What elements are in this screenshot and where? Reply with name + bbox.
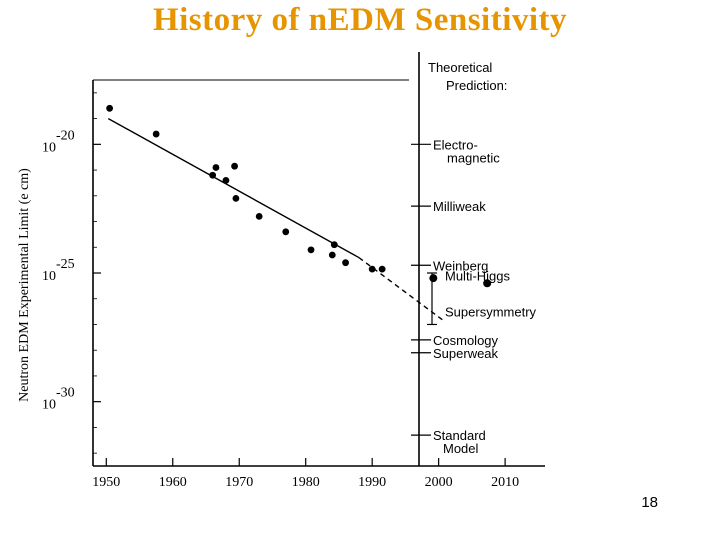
chart-axes: 10-20 10-25 10-30 Neutron EDM Experimental … bbox=[17, 52, 545, 490]
data-points bbox=[106, 104, 492, 288]
data-point bbox=[255, 212, 263, 220]
theory-header-line-2: Prediction: bbox=[446, 78, 507, 93]
x-tick-label: 1980 bbox=[292, 475, 320, 490]
trend-line bbox=[107, 117, 360, 259]
x-tick-label: 1990 bbox=[358, 475, 386, 490]
data-point bbox=[231, 162, 238, 170]
data-point bbox=[328, 251, 336, 259]
data-point bbox=[330, 241, 338, 249]
data-point bbox=[209, 171, 217, 179]
prediction-label: Cosmology bbox=[433, 333, 499, 348]
data-point bbox=[282, 228, 290, 236]
slide-title: History of nEDM Sensitivity bbox=[152, 2, 568, 38]
prediction-label: Multi-Higgs bbox=[445, 269, 511, 284]
prediction-label: Weinberg bbox=[433, 258, 488, 273]
data-point bbox=[222, 176, 230, 184]
prediction-label: Model bbox=[443, 441, 479, 456]
projected-data-point bbox=[429, 274, 438, 283]
data-point bbox=[106, 104, 114, 112]
page-number: 18 bbox=[641, 494, 658, 511]
x-tick-label: 2010 bbox=[491, 475, 519, 490]
prediction-label: Standard bbox=[433, 428, 486, 443]
x-tick-label: 1960 bbox=[159, 475, 187, 490]
y-tick-label: 10-25 bbox=[42, 257, 75, 284]
data-point bbox=[307, 246, 315, 254]
prediction-label: Superweak bbox=[433, 346, 499, 361]
prediction-label: Electro- bbox=[433, 137, 478, 152]
data-point bbox=[152, 130, 160, 138]
y-tick-label: 10-20 bbox=[42, 128, 75, 155]
x-tick-label: 1950 bbox=[92, 475, 120, 490]
data-point bbox=[378, 265, 386, 273]
data-point bbox=[368, 265, 376, 273]
y-tick-label: 10-30 bbox=[42, 386, 75, 413]
data-point bbox=[212, 164, 220, 171]
prediction-label: Milliweak bbox=[433, 199, 486, 214]
data-point bbox=[342, 259, 349, 267]
x-tick-label: 1970 bbox=[225, 475, 253, 490]
y-axis-label: Neutron EDM Experimental Limit (e cm) bbox=[17, 168, 32, 402]
trend-lines bbox=[107, 117, 446, 323]
prediction-label: Supersymmetry bbox=[445, 305, 537, 320]
theoretical-predictions: Theoretical Prediction: Electro-magnetic Mi… bbox=[411, 60, 537, 456]
data-point bbox=[232, 194, 240, 202]
theory-header-line-1: Theoretical bbox=[428, 60, 492, 75]
x-tick-label: 2000 bbox=[425, 475, 453, 490]
projected-data-point bbox=[483, 279, 492, 288]
prediction-label: magnetic bbox=[447, 150, 500, 165]
